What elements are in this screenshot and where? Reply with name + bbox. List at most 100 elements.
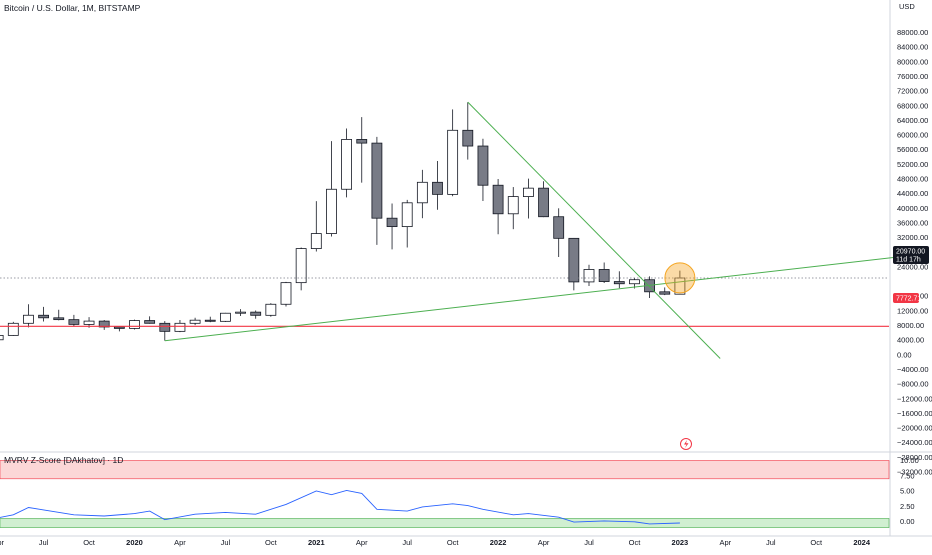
time-axis-label: Apr [174, 538, 186, 547]
price-axis-label: 48000.00 [897, 175, 928, 184]
candle-body-down [68, 319, 80, 325]
candle-body-up [0, 334, 4, 341]
price-axis-label: −28000.00 [897, 453, 932, 462]
mvrv-axis[interactable]: 10.00 7.50 5.00 2.50 0.00 [900, 456, 919, 526]
currency-label: USD [899, 2, 915, 11]
candle[interactable] [0, 334, 4, 341]
candle[interactable] [613, 271, 625, 289]
candle[interactable] [371, 136, 383, 245]
time-axis-label: Oct [83, 538, 96, 547]
candle-body-down [477, 145, 489, 186]
mvrv-axis-label: 10.00 [900, 456, 919, 465]
candle[interactable] [23, 304, 34, 328]
candle[interactable] [356, 117, 368, 183]
time-axis-label: Jul [402, 538, 412, 547]
candle[interactable] [659, 287, 671, 296]
descending-trendline[interactable] [467, 101, 721, 359]
candle[interactable] [204, 316, 216, 323]
candle[interactable] [598, 262, 610, 284]
candle[interactable] [386, 203, 398, 250]
candle[interactable] [462, 102, 474, 160]
candle[interactable] [341, 128, 353, 198]
candle-body-up [174, 322, 186, 332]
candle[interactable] [280, 281, 292, 307]
time-axis-label: Jul [221, 538, 231, 547]
candle[interactable] [144, 316, 156, 324]
candle[interactable] [113, 326, 125, 332]
candle[interactable] [538, 181, 549, 218]
candle-body-down [553, 216, 565, 239]
price-axis-label: −32000.00 [897, 468, 932, 477]
candle[interactable] [523, 178, 534, 219]
time-axis-label: Jul [766, 538, 776, 547]
mvrv-line [0, 489, 680, 525]
candle[interactable] [583, 264, 595, 286]
candle[interactable] [326, 141, 337, 237]
candle[interactable] [310, 201, 322, 252]
candle[interactable] [447, 109, 459, 197]
candle[interactable] [159, 321, 171, 341]
candle[interactable] [553, 208, 565, 258]
candle-body-up [280, 282, 292, 305]
candle[interactable] [416, 169, 428, 219]
candle[interactable] [492, 179, 504, 235]
candle-body-up [507, 196, 519, 215]
candle-body-down [432, 181, 443, 195]
candle[interactable] [265, 303, 277, 317]
mvrv-axis-label: 5.00 [900, 487, 915, 496]
candle[interactable] [38, 306, 49, 322]
candle[interactable] [432, 161, 443, 210]
candle[interactable] [129, 319, 140, 330]
candle[interactable] [189, 317, 201, 326]
event-lightning-icon[interactable] [680, 438, 692, 450]
candle-body-down [113, 326, 125, 329]
price-axis-label: 60000.00 [897, 131, 928, 140]
highlight-circle[interactable] [664, 262, 696, 294]
candle[interactable] [477, 138, 489, 201]
candle[interactable] [7, 321, 19, 336]
candle-body-up [401, 202, 413, 228]
candle[interactable] [401, 199, 413, 248]
candle[interactable] [568, 237, 580, 291]
candle[interactable] [235, 309, 246, 316]
current-price-tag: 20970.00 [896, 249, 925, 256]
candle[interactable] [68, 314, 80, 327]
price-axis-label: 4000.00 [897, 336, 924, 345]
time-axis[interactable]: Apr Jul Oct 2020 Apr Jul Oct 2021 Apr Jul Oct 2022 A… [0, 538, 871, 547]
time-axis-label: Oct [447, 538, 460, 547]
price-axis-label: 76000.00 [897, 72, 928, 81]
candle-body-down [144, 320, 156, 324]
time-axis-label: 2022 [490, 538, 507, 547]
price-axis-label: −4000.00 [897, 365, 929, 374]
candle-body-up [416, 181, 428, 204]
price-axis[interactable]: 88000.00 84000.00 80000.00 76000.00 72000.00… [897, 28, 932, 477]
time-axis-label: Apr [538, 538, 550, 547]
candle[interactable] [250, 310, 262, 319]
time-axis-label: Apr [0, 538, 4, 547]
chart-title: Bitcoin / U.S. Dollar, 1M, BITSTAMP [4, 3, 141, 13]
time-axis-label: Oct [629, 538, 642, 547]
candle[interactable] [98, 320, 110, 330]
candle-body-up [310, 233, 322, 249]
candle[interactable] [53, 309, 65, 321]
candle-body-up [523, 187, 534, 197]
candle[interactable] [295, 247, 307, 291]
time-axis-label: 2021 [308, 538, 325, 547]
candle-body-down [53, 317, 65, 321]
candle-body-up [83, 320, 95, 325]
support-price-tag-bg [893, 293, 919, 303]
price-axis-label: 12000.00 [897, 306, 928, 315]
drawings-layer[interactable] [0, 101, 908, 359]
candle-body-down [659, 291, 671, 295]
candle-body-up [295, 248, 307, 284]
candle-body-up [219, 312, 231, 322]
mvrv-axis-label: 0.00 [900, 517, 915, 526]
time-axis-label: Oct [265, 538, 278, 547]
candle[interactable] [507, 187, 519, 230]
candle-body-down [371, 142, 383, 219]
ascending-trendline[interactable] [164, 255, 908, 342]
price-axis-label: 44000.00 [897, 189, 928, 198]
candle[interactable] [219, 312, 231, 322]
